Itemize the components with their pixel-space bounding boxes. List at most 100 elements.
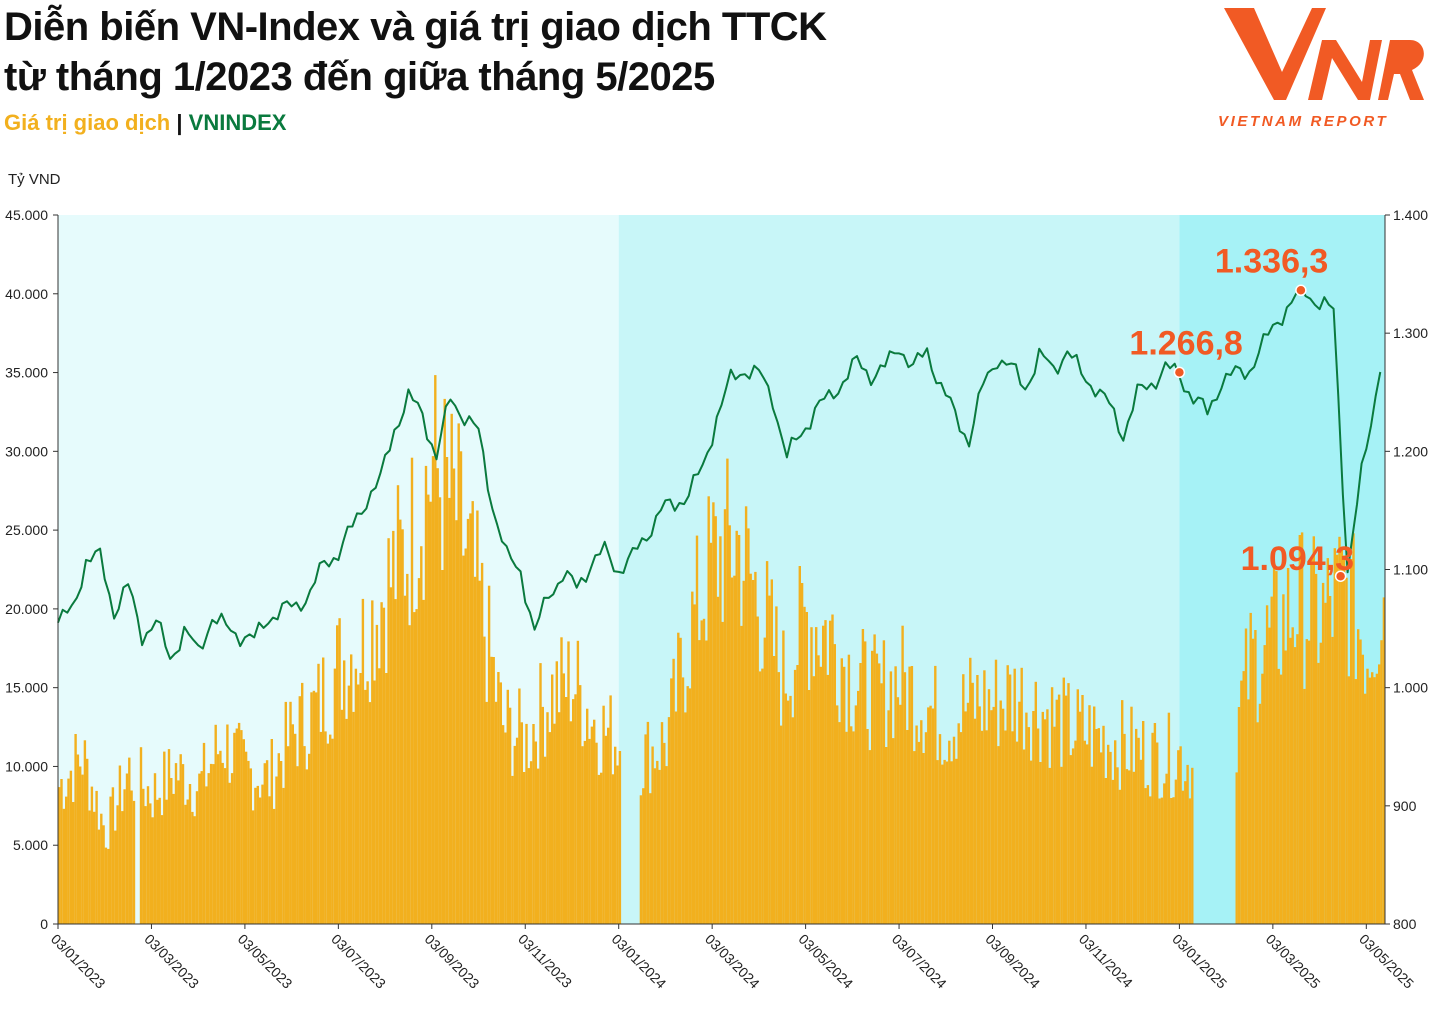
trading-value-bar bbox=[838, 722, 841, 924]
trading-value-bar bbox=[721, 621, 724, 924]
y-right-tick-label: 1.400 bbox=[1393, 207, 1428, 223]
trading-value-bar bbox=[798, 566, 801, 924]
trading-value-bar bbox=[1284, 650, 1287, 924]
trading-value-bar bbox=[308, 753, 311, 924]
trading-value-bar bbox=[971, 682, 974, 924]
trading-value-bar bbox=[466, 518, 470, 924]
trading-value-bar bbox=[702, 618, 706, 924]
trading-value-bar bbox=[800, 583, 804, 924]
trading-value-bar bbox=[1326, 558, 1329, 924]
trading-value-bar bbox=[546, 712, 549, 924]
trading-value-bar bbox=[892, 738, 895, 924]
trading-value-bar bbox=[670, 678, 673, 924]
trading-value-bar bbox=[1093, 706, 1096, 924]
trading-value-bar bbox=[69, 770, 73, 924]
trading-value-bar bbox=[237, 722, 241, 924]
trading-value-bar bbox=[174, 763, 178, 924]
trading-value-bar bbox=[74, 734, 77, 924]
trading-value-bar bbox=[1027, 727, 1030, 924]
trading-value-bar bbox=[758, 671, 762, 924]
trading-value-bar bbox=[805, 612, 808, 924]
trading-value-bar bbox=[553, 723, 556, 924]
trading-value-bar bbox=[1064, 695, 1068, 924]
trading-value-bar bbox=[660, 722, 664, 924]
trading-value-bar bbox=[298, 696, 301, 924]
trading-value-bar bbox=[719, 536, 722, 924]
trading-value-bar bbox=[65, 796, 68, 924]
trading-value-bar bbox=[230, 773, 234, 924]
trading-value-bar bbox=[139, 747, 143, 924]
x-tick-label: 03/05/2025 bbox=[1356, 931, 1417, 992]
trading-value-bar bbox=[223, 768, 227, 924]
trading-value-bar bbox=[604, 735, 608, 924]
trading-value-bar bbox=[924, 732, 928, 924]
trading-value-bar bbox=[1382, 597, 1386, 924]
trading-value-bar bbox=[803, 606, 806, 924]
trading-value-bar bbox=[985, 730, 988, 924]
trading-value-bar bbox=[878, 663, 881, 924]
trading-value-bar bbox=[1359, 639, 1362, 924]
trading-value-bar bbox=[279, 761, 283, 924]
trading-value-bar bbox=[1053, 726, 1056, 924]
trading-value-bar bbox=[957, 723, 960, 924]
trading-value-bar bbox=[165, 799, 168, 924]
trading-value-bar bbox=[990, 710, 993, 924]
trading-value-bar bbox=[1153, 723, 1157, 924]
trading-value-bar bbox=[427, 494, 430, 924]
trading-value-bar bbox=[1174, 779, 1178, 924]
trading-value-bar bbox=[899, 704, 902, 924]
trading-value-bar bbox=[833, 644, 836, 924]
trading-value-bar bbox=[810, 627, 813, 924]
trading-value-bar bbox=[607, 727, 610, 924]
trading-value-bar bbox=[417, 578, 421, 924]
trading-value-bar bbox=[1263, 645, 1266, 924]
trading-value-bar bbox=[480, 562, 484, 924]
trading-value-bar bbox=[515, 737, 519, 924]
trading-value-bar bbox=[964, 711, 967, 924]
trading-value-bar bbox=[118, 765, 122, 924]
trading-value-bar bbox=[1364, 693, 1367, 924]
trading-value-bar bbox=[983, 670, 986, 924]
trading-value-bar bbox=[1156, 742, 1159, 924]
trading-value-bar bbox=[200, 771, 203, 924]
trading-value-bar bbox=[768, 595, 771, 924]
trading-value-bar bbox=[1378, 664, 1381, 924]
trading-value-bar bbox=[1310, 559, 1313, 924]
annotation-marker bbox=[1173, 366, 1186, 379]
trading-value-bar bbox=[817, 655, 820, 924]
y-left-tick-label: 10.000 bbox=[5, 758, 48, 774]
trading-value-bar bbox=[1055, 699, 1058, 924]
trading-value-bar bbox=[772, 656, 776, 924]
y-right-tick-label: 1.100 bbox=[1393, 562, 1428, 578]
trading-value-bar bbox=[1090, 766, 1093, 924]
trading-value-bar bbox=[1244, 628, 1248, 924]
trading-value-bar bbox=[938, 734, 942, 924]
y-left-tick-label: 35.000 bbox=[5, 365, 48, 381]
legend-separator: | bbox=[176, 110, 183, 135]
trading-value-bar bbox=[263, 763, 266, 924]
trading-value-bar bbox=[359, 673, 362, 924]
trading-value-bar bbox=[927, 707, 930, 924]
trading-value-bar bbox=[656, 760, 659, 924]
trading-value-bar bbox=[272, 808, 276, 924]
trading-value-bar bbox=[705, 640, 708, 924]
trading-value-bar bbox=[959, 732, 963, 924]
trading-value-bar bbox=[1137, 737, 1140, 924]
y-right-tick-label: 1.300 bbox=[1393, 325, 1428, 341]
trading-value-bar bbox=[1357, 629, 1360, 924]
annotation-marker bbox=[1295, 284, 1307, 297]
trading-value-bar bbox=[1251, 638, 1255, 924]
trading-value-bar bbox=[1036, 728, 1040, 924]
x-tick-label: 03/07/2023 bbox=[328, 931, 389, 992]
trading-value-bar bbox=[125, 773, 129, 924]
trading-value-bar bbox=[485, 701, 488, 924]
annotation-marker bbox=[1334, 570, 1347, 582]
trading-value-bar bbox=[562, 673, 565, 924]
trading-value-bar bbox=[361, 598, 365, 924]
trading-value-bar bbox=[1069, 755, 1072, 924]
trading-value-bar bbox=[576, 640, 580, 924]
trading-value-bar bbox=[807, 690, 811, 924]
trading-value-bar bbox=[109, 796, 112, 924]
trading-value-bar bbox=[1333, 548, 1336, 924]
